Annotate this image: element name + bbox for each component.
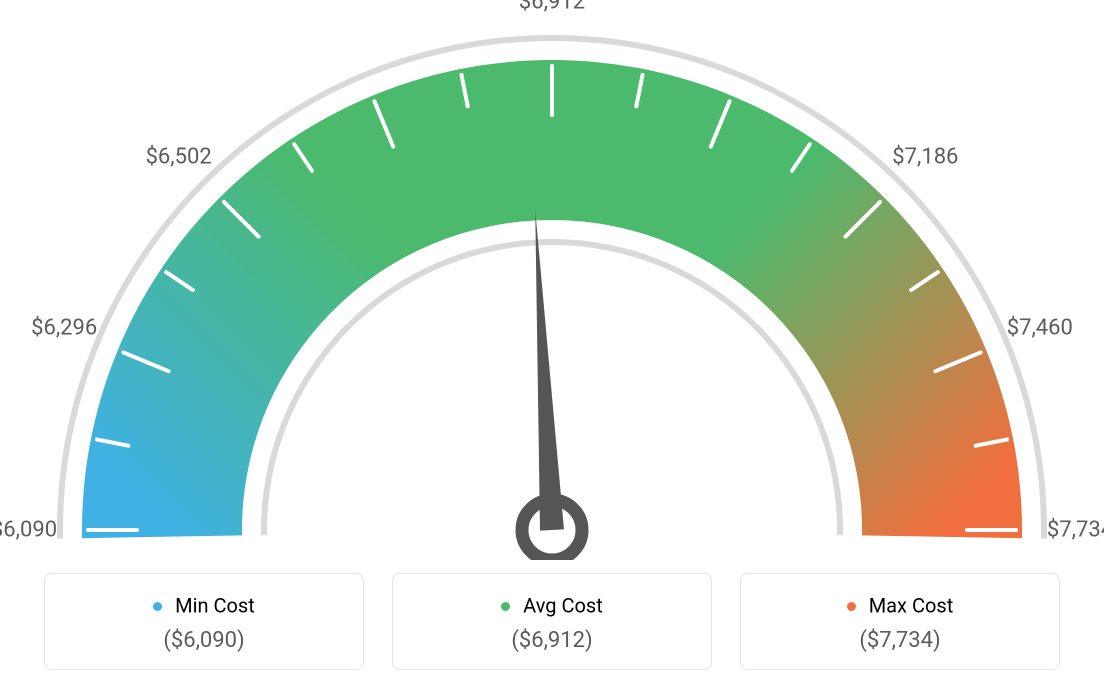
legend-title-text: Max Cost <box>869 594 954 618</box>
legend-card-max: Max Cost ($7,734) <box>740 573 1060 670</box>
gauge-tick-label: $7,734 <box>1047 518 1104 543</box>
dot-icon <box>501 602 510 611</box>
legend-value-min: ($6,090) <box>45 628 363 653</box>
legend-title-text: Min Cost <box>175 594 255 618</box>
legend-title-min: Min Cost <box>45 592 363 618</box>
gauge-tick-label: $6,502 <box>146 144 212 169</box>
gauge-chart: $6,090 $6,296 $6,502 $6,912 $7,186 $7,460 $7,7… <box>0 0 1104 560</box>
gauge-svg <box>0 0 1104 560</box>
legend-card-avg: Avg Cost ($6,912) <box>392 573 712 670</box>
legend-title-avg: Avg Cost <box>393 592 711 618</box>
legend-row: Min Cost ($6,090) Avg Cost ($6,912) Max … <box>0 573 1104 670</box>
gauge-tick-label: $6,912 <box>519 0 585 15</box>
legend-card-min: Min Cost ($6,090) <box>44 573 364 670</box>
dot-icon <box>847 602 856 611</box>
legend-value-avg: ($6,912) <box>393 628 711 653</box>
legend-title-max: Max Cost <box>741 592 1059 618</box>
dot-icon <box>153 602 162 611</box>
gauge-tick-label: $7,460 <box>1007 315 1073 340</box>
legend-title-text: Avg Cost <box>523 594 603 618</box>
gauge-tick-label: $7,186 <box>892 144 958 169</box>
legend-value-max: ($7,734) <box>741 628 1059 653</box>
gauge-tick-label: $6,090 <box>0 518 57 543</box>
gauge-tick-label: $6,296 <box>31 315 97 340</box>
